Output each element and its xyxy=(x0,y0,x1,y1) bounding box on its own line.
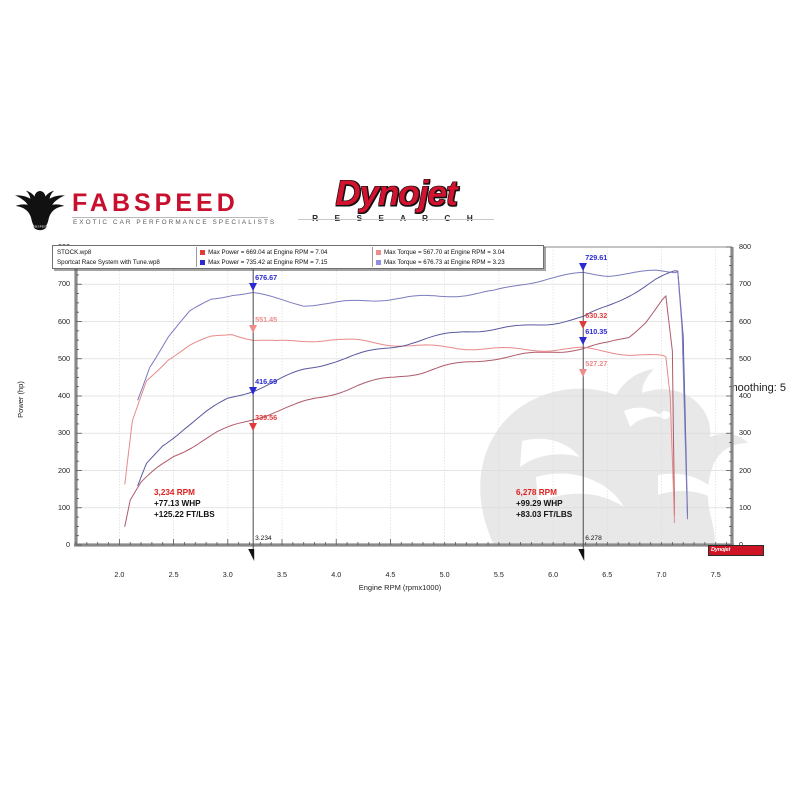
legend-max-torque-sportcat: Max Torque = 676.73 at Engine RPM = 3.23 xyxy=(372,257,543,267)
legend-run-name: STOCK.wp8 xyxy=(57,248,92,256)
legend-swatch-blue-power-icon xyxy=(200,259,206,265)
cursor-readout-red-torque: 551.45 xyxy=(255,315,278,324)
y-axis-tick-right: 800 xyxy=(739,242,751,251)
y-axis-tick-right: 600 xyxy=(739,316,751,326)
chart-series-line xyxy=(124,334,675,524)
cursor-rpm-label: 3,234 RPM xyxy=(154,488,195,497)
cursor-arrow-blue-torque xyxy=(579,263,588,271)
cursor-foot-label: 3.234 xyxy=(255,535,272,542)
y-axis-tick-right: 0 xyxy=(739,540,761,549)
cursor-readout-blue-torque: 676.67 xyxy=(255,273,278,282)
y-axis-tick-left: 300 xyxy=(58,428,70,438)
page-header: FABSPEED FABSPEED EXOTIC CAR PERFORMANCE… xyxy=(0,168,800,394)
y-axis-tick-right: 500 xyxy=(739,353,751,363)
cursor-readout-blue-torque: 729.61 xyxy=(585,253,608,262)
cursor-readout-blue-power: 416.69 xyxy=(255,377,278,386)
legend-run-name: Sportcat Race System with Tune.wp8 xyxy=(57,258,160,266)
legend-swatch-blue-torque-icon xyxy=(376,259,382,265)
dynojet-logo: Dynojet R E S E A R C H xyxy=(290,176,502,238)
cursor-arrow-red-torque xyxy=(579,321,588,329)
x-axis-tick: 4.0 xyxy=(331,570,342,579)
chart-series-line xyxy=(124,295,675,527)
legend-swatch-red-torque-icon xyxy=(376,249,382,255)
cursor-arrow-red-power xyxy=(249,423,258,431)
cursor-readout-red-torque: 630.32 xyxy=(585,311,608,320)
dynojet-wordmark: Dynojet xyxy=(335,174,457,213)
y-axis-tick-left: 600 xyxy=(58,316,70,326)
y-axis-label-power: Power (hp) xyxy=(15,381,25,418)
x-axis-tick: 3.0 xyxy=(222,570,233,579)
cursor-whp-gain: +99.29 WHP xyxy=(516,499,563,508)
y-axis-tick-left: 500 xyxy=(58,353,70,363)
cursor-arrow-blue-power xyxy=(579,337,588,345)
cursor-arrow-blue-torque xyxy=(249,283,258,291)
fabspeed-dragon-watermark xyxy=(480,369,748,545)
y-axis-tick-left: 200 xyxy=(58,465,70,475)
fabspeed-logo: FABSPEED FABSPEED EXOTIC CAR PERFORMANCE… xyxy=(12,186,274,234)
legend-max-torque-stock: Max Torque = 567.70 at Engine RPM = 3.04 xyxy=(372,247,543,257)
x-axis-label: Engine RPM (rpmx1000) xyxy=(358,583,442,592)
y-axis-tick-right: 700 xyxy=(739,279,751,289)
cursor-handle[interactable] xyxy=(248,549,255,561)
dynojet-research-text: R E S E A R C H xyxy=(312,213,480,223)
legend-row-stock: STOCK.wp8 Max Power = 669.04 at Engine R… xyxy=(53,247,543,257)
y-axis-tick-left: 400 xyxy=(58,391,70,400)
fabspeed-divider xyxy=(72,217,268,218)
cursor-rpm-label: 6,278 RPM xyxy=(516,488,557,497)
dynojet-small-logo: Dynojet xyxy=(708,545,764,556)
y-axis-tick-right: 100 xyxy=(739,502,751,512)
cursor-arrow-blue-power xyxy=(249,387,258,395)
y-axis-tick-left: 700 xyxy=(58,279,70,289)
cursor-readout-blue-power: 610.35 xyxy=(585,327,608,336)
svg-text:FABSPEED: FABSPEED xyxy=(31,224,50,228)
x-axis-tick: 6.0 xyxy=(548,570,559,579)
cursor-readout-red-power: 527.27 xyxy=(585,359,608,368)
fabspeed-wordmark: FABSPEED xyxy=(72,189,239,217)
x-axis-tick: 2.0 xyxy=(114,570,125,579)
cursor-handle[interactable] xyxy=(578,549,585,561)
y-axis-tick-right: 400 xyxy=(739,391,751,400)
x-axis-tick: 5.0 xyxy=(439,570,450,579)
y-axis-tick-left: 100 xyxy=(58,502,70,512)
x-axis-tick: 7.5 xyxy=(710,570,721,579)
dynojet-divider xyxy=(298,219,494,220)
fabspeed-dragon-icon: FABSPEED xyxy=(15,190,65,231)
cursor-torque-gain: +83.03 FT/LBS xyxy=(516,510,573,519)
x-axis-tick: 3.5 xyxy=(277,570,288,579)
cursor-arrow-red-power xyxy=(579,369,588,377)
fabspeed-tagline: EXOTIC CAR PERFORMANCE SPECIALISTS xyxy=(73,219,277,226)
chart-legend: STOCK.wp8 Max Power = 669.04 at Engine R… xyxy=(52,245,544,269)
x-axis-tick: 6.5 xyxy=(602,570,613,579)
legend-max-power-stock: Max Power = 669.04 at Engine RPM = 7.04 xyxy=(196,247,372,257)
y-axis-tick-right: 300 xyxy=(739,428,751,438)
chart-series-line xyxy=(137,269,688,520)
y-axis-tick-right: 200 xyxy=(739,465,751,475)
legend-row-sportcat: Sportcat Race System with Tune.wp8 Max P… xyxy=(53,257,543,267)
x-axis-tick: 7.0 xyxy=(656,570,667,579)
cursor-left-summary: 3,234 RPM +77.13 WHP +125.22 FT/LBS xyxy=(154,487,215,520)
y-axis-tick-left: 0 xyxy=(66,540,70,549)
chart-plot-area xyxy=(74,246,748,561)
dyno-chart: STOCK.wp8 Max Power = 669.04 at Engine R… xyxy=(16,242,776,592)
chart-series-line xyxy=(137,270,688,516)
cursor-torque-gain: +125.22 FT/LBS xyxy=(154,510,215,519)
legend-max-power-sportcat: Max Power = 735.42 at Engine RPM = 7.15 xyxy=(196,257,372,267)
cursor-arrow-red-torque xyxy=(249,325,258,333)
cursor-readout-red-power: 339.56 xyxy=(255,413,278,422)
cursor-right-summary: 6,278 RPM +99.29 WHP +83.03 FT/LBS xyxy=(516,487,572,520)
x-axis-tick: 4.5 xyxy=(385,570,396,579)
legend-swatch-red-power-icon xyxy=(200,249,206,255)
cursor-foot-label: 6.278 xyxy=(585,535,602,542)
x-axis-tick: 5.5 xyxy=(493,570,504,579)
x-axis-tick: 2.5 xyxy=(168,570,179,579)
cursor-whp-gain: +77.13 WHP xyxy=(154,499,201,508)
